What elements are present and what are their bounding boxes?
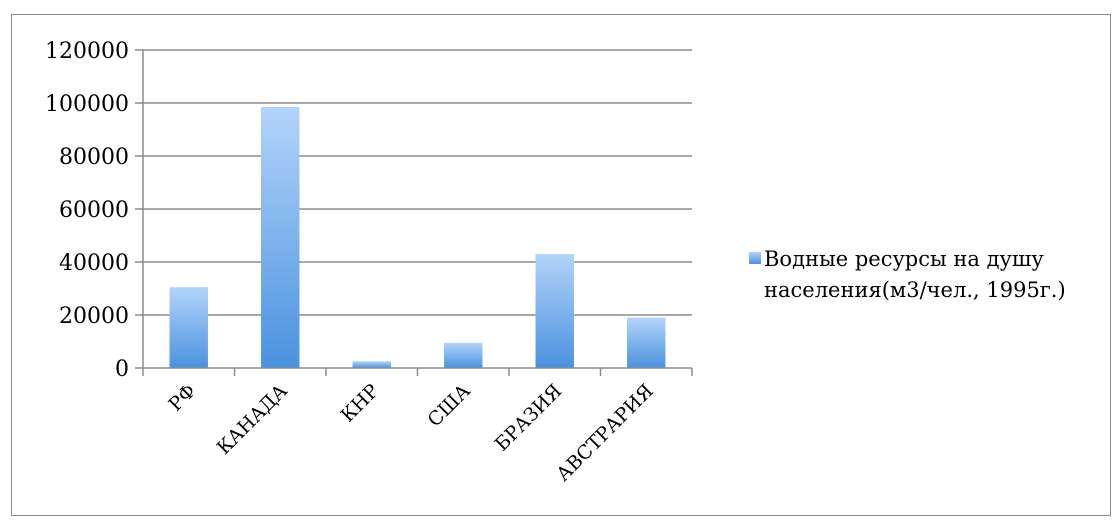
category-label: КАНАДА (213, 380, 293, 460)
legend-label: Водные ресурсы на душу (764, 247, 1044, 271)
category-label: КНР (337, 380, 384, 427)
bars (169, 106, 666, 368)
gridlines (143, 49, 692, 316)
y-tick-label: 120000 (45, 39, 129, 64)
category-label: США (423, 380, 475, 432)
y-tick-label: 20000 (59, 304, 129, 329)
y-tick-label: 0 (115, 357, 129, 382)
bar (444, 342, 483, 368)
category-label: РФ (165, 380, 201, 416)
legend: Водные ресурсы на душу населения(м3/чел.,… (749, 247, 1066, 302)
y-tick-label: 80000 (59, 145, 129, 170)
bar (261, 106, 300, 368)
y-tick-label: 60000 (59, 198, 129, 223)
bar (352, 361, 391, 368)
bar (169, 287, 208, 368)
legend-label: населения(м3/чел., 1995г.) (764, 278, 1066, 302)
category-label: БРАЗИЯ (491, 380, 567, 456)
bar (535, 254, 574, 368)
category-label: АВСТРАРИЯ (552, 380, 658, 486)
legend-swatch (749, 252, 761, 264)
y-tick-label: 40000 (59, 251, 129, 276)
bar (627, 317, 666, 368)
y-tick-label: 100000 (45, 92, 129, 117)
axes (135, 49, 693, 376)
